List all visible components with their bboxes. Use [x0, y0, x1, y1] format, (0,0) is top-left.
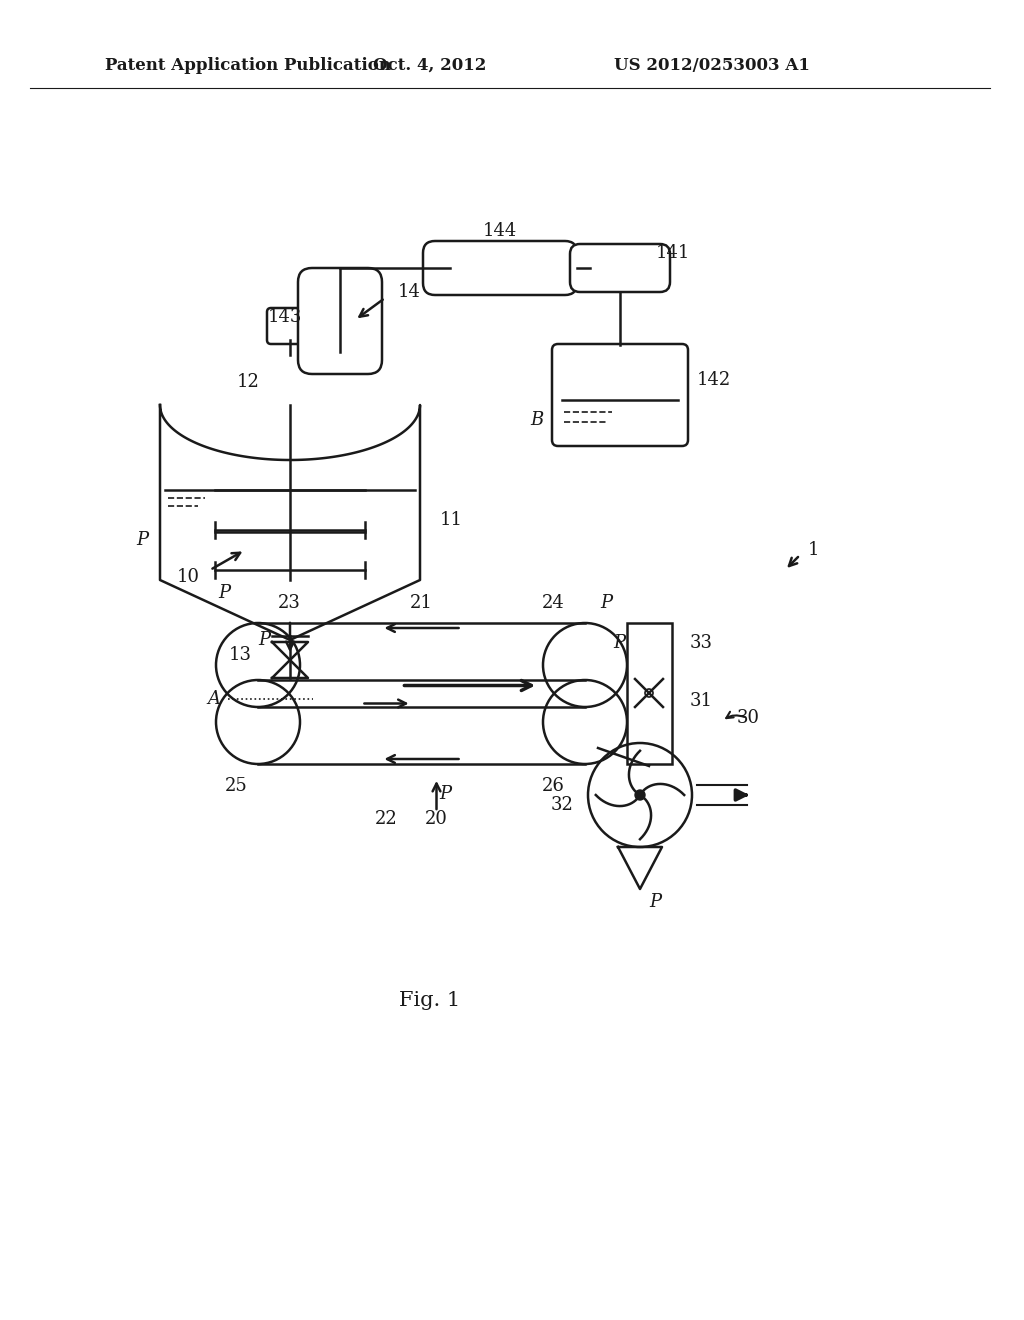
- Text: 13: 13: [229, 645, 252, 664]
- Text: P: P: [136, 531, 148, 549]
- FancyBboxPatch shape: [267, 308, 313, 345]
- Text: 23: 23: [278, 594, 301, 612]
- Text: 14: 14: [398, 282, 421, 301]
- Text: 142: 142: [697, 371, 731, 389]
- Text: 141: 141: [655, 244, 690, 261]
- Text: Oct. 4, 2012: Oct. 4, 2012: [374, 57, 486, 74]
- Text: US 2012/0253003 A1: US 2012/0253003 A1: [614, 57, 810, 74]
- Text: 30: 30: [737, 709, 760, 727]
- Text: P: P: [613, 634, 625, 652]
- Text: 31: 31: [690, 692, 713, 710]
- Text: 24: 24: [543, 594, 565, 612]
- Text: P: P: [439, 785, 452, 803]
- Text: 33: 33: [690, 634, 713, 652]
- Text: 12: 12: [238, 374, 260, 391]
- Text: P: P: [258, 631, 270, 649]
- Text: B: B: [530, 411, 544, 429]
- Text: 1: 1: [808, 541, 819, 558]
- Text: Patent Application Publication: Patent Application Publication: [105, 57, 391, 74]
- Text: P: P: [600, 594, 612, 612]
- FancyBboxPatch shape: [570, 244, 670, 292]
- Text: 20: 20: [425, 810, 447, 828]
- Text: 10: 10: [177, 568, 200, 586]
- Text: Fig. 1: Fig. 1: [399, 990, 461, 1010]
- Circle shape: [635, 789, 645, 800]
- Text: P: P: [218, 583, 230, 602]
- Text: P: P: [649, 894, 662, 911]
- FancyBboxPatch shape: [298, 268, 382, 374]
- Text: A: A: [207, 689, 220, 708]
- Bar: [627, 623, 672, 764]
- Text: 21: 21: [410, 594, 433, 612]
- Text: 25: 25: [225, 777, 248, 795]
- FancyBboxPatch shape: [423, 242, 577, 294]
- Text: 26: 26: [542, 777, 565, 795]
- Text: 11: 11: [440, 511, 463, 529]
- FancyBboxPatch shape: [552, 345, 688, 446]
- Text: 32: 32: [550, 796, 573, 814]
- Text: 143: 143: [267, 308, 302, 326]
- Text: 144: 144: [483, 222, 517, 240]
- Text: 22: 22: [375, 810, 398, 828]
